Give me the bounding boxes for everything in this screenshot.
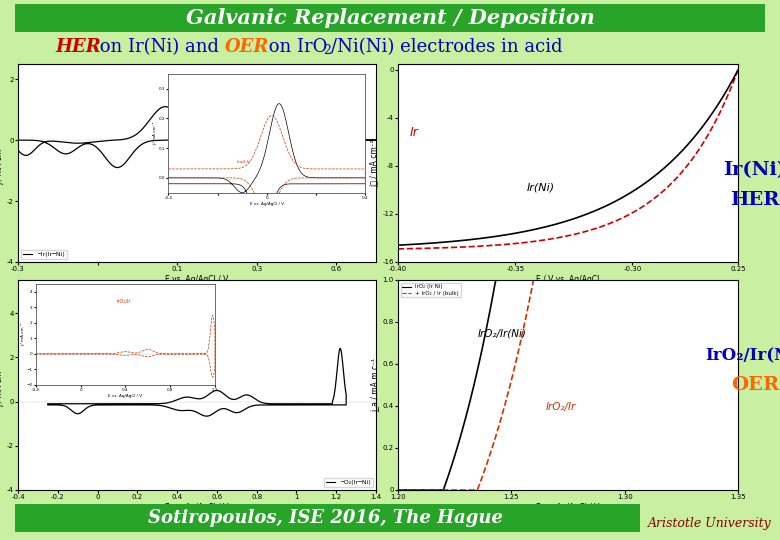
- Legend: IrO₂ (Ir Ni), + IrO₂ / Ir (bulk): IrO₂ (Ir Ni), + IrO₂ / Ir (bulk): [401, 283, 461, 297]
- Text: Ir: Ir: [410, 126, 419, 139]
- Text: IrO₂/Ir: IrO₂/Ir: [545, 402, 576, 412]
- Text: OER: OER: [731, 376, 779, 394]
- Text: HER: HER: [55, 38, 101, 56]
- Text: IrO₂/Ir(Ni): IrO₂/Ir(Ni): [706, 347, 780, 363]
- Text: 2: 2: [323, 44, 331, 57]
- Text: Sotiropoulos, ISE 2016, The Hague: Sotiropoulos, ISE 2016, The Hague: [147, 509, 502, 527]
- Text: Ir(Ni): Ir(Ni): [527, 182, 555, 192]
- Text: OER: OER: [225, 38, 269, 56]
- Bar: [15, 4, 765, 32]
- Y-axis label: j꜀ / mA cm⁻²: j꜀ / mA cm⁻²: [370, 139, 380, 187]
- X-axis label: E / V vs. Ag/AgCl: E / V vs. Ag/AgCl: [537, 275, 600, 284]
- Text: HER: HER: [730, 191, 780, 209]
- Bar: [15, 504, 640, 532]
- X-axis label: E vs. Ag/AgCl / V: E vs. Ag/AgCl / V: [537, 503, 600, 512]
- Legend: ─O₂(Ir─Ni): ─O₂(Ir─Ni): [324, 478, 373, 487]
- X-axis label: E vs. Ag/AgCl / V: E vs. Ag/AgCl / V: [165, 503, 229, 512]
- Y-axis label: j / mA cm⁻²: j / mA cm⁻²: [0, 363, 4, 407]
- Text: /Ni(Ni) electrodes in acid: /Ni(Ni) electrodes in acid: [331, 38, 562, 56]
- Text: on IrO: on IrO: [263, 38, 328, 56]
- Y-axis label: j_a / mA m c⁻¹: j_a / mA m c⁻¹: [370, 358, 380, 412]
- Y-axis label: j / mA cm⁻²: j / mA cm⁻²: [0, 141, 4, 185]
- Text: Ir(Ni): Ir(Ni): [724, 161, 780, 179]
- Text: Galvanic Replacement / Deposition: Galvanic Replacement / Deposition: [186, 8, 594, 28]
- Legend: ─Ir(Ir─Ni): ─Ir(Ir─Ni): [21, 249, 67, 259]
- Text: Aristotle University: Aristotle University: [648, 517, 772, 530]
- X-axis label: E vs. Ag/AgCl / V: E vs. Ag/AgCl / V: [165, 275, 229, 284]
- Text: on Ir(Ni) and: on Ir(Ni) and: [94, 38, 225, 56]
- Text: IrO₂/Ir(Ni): IrO₂/Ir(Ni): [477, 329, 526, 339]
